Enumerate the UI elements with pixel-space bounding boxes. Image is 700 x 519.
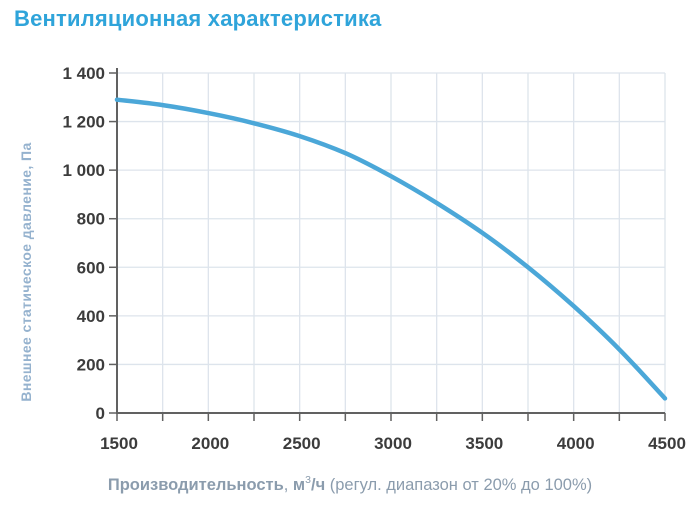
x-tick-labels: 1500 2000 2500 3000 3500 4000 4500	[100, 434, 686, 453]
y-tick-label: 600	[77, 258, 105, 277]
y-tick-label: 0	[96, 404, 105, 423]
y-tick-label: 1 200	[62, 113, 105, 132]
x-tick-label: 2000	[191, 434, 229, 453]
page-title: Вентиляционная характеристика	[14, 6, 382, 31]
y-tick-label: 1 000	[62, 161, 105, 180]
pressure-curve	[114, 97, 668, 401]
y-tick-label: 1 400	[62, 64, 105, 83]
y-tick-label: 200	[77, 355, 105, 374]
y-tick-labels: 0 200 400 600 800 1 000 1 200 1 400	[62, 64, 105, 423]
x-tick-label: 2500	[283, 434, 321, 453]
x-axis-caption-unit-tail: /ч	[310, 476, 326, 494]
x-tick-label: 4500	[648, 434, 686, 453]
x-axis-caption: Производительность, м3/ч (регул. диапазо…	[0, 473, 700, 495]
y-tick-label: 400	[77, 307, 105, 326]
x-tick-label: 3500	[465, 434, 503, 453]
y-axis-title: Внешнее статическое давление, Па	[18, 142, 34, 401]
ventilation-curve-chart: 1500 2000 2500 3000 3500 4000 4500 0 200 400 600 8…	[18, 64, 686, 453]
y-tick-label: 800	[77, 210, 105, 229]
axes	[109, 68, 666, 421]
x-axis-caption-separator: ,	[283, 476, 293, 494]
x-axis-caption-name: Производительность	[107, 476, 284, 494]
x-axis-caption-unit: м	[292, 476, 306, 494]
x-tick-label: 4000	[557, 434, 595, 453]
x-axis-caption-note: (регул. диапазон от 20% до 100%)	[325, 476, 593, 494]
x-axis-caption-unit-sup: 3	[305, 473, 311, 486]
gridlines	[117, 72, 666, 413]
x-tick-label: 3000	[374, 434, 412, 453]
x-tick-label: 1500	[100, 434, 138, 453]
